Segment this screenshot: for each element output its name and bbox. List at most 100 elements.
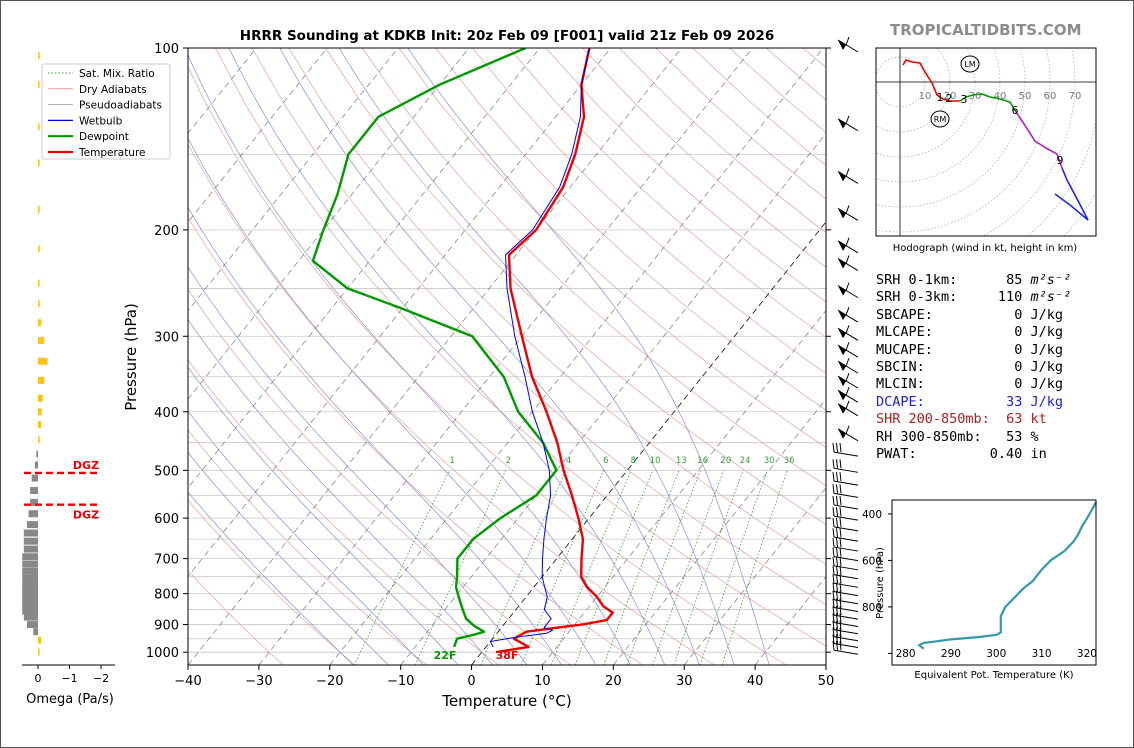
hodograph-height-label: 9 [1057, 154, 1064, 167]
barb-flag [845, 425, 850, 434]
mixing-ratio-label: 20 [720, 456, 731, 466]
wind-barb [837, 387, 859, 403]
barb-staff [837, 39, 859, 53]
omega-bar [38, 205, 40, 213]
barb-staff [833, 515, 859, 521]
omega-bar [38, 394, 43, 402]
barb-flag [845, 237, 850, 247]
isotherm [542, 309, 826, 665]
hodograph-trace [1015, 111, 1063, 169]
omega-bar [26, 621, 38, 629]
barb-flag [836, 590, 838, 600]
wind-barb [832, 547, 859, 562]
parameter-row: RH 300-850mb: 53 % [876, 429, 1071, 446]
theta-e-x-tick-label: 290 [941, 648, 961, 660]
dry-adiabat [188, 216, 643, 665]
y-tick-label: 900 [154, 619, 179, 634]
parameter-unit: J/kg [1030, 324, 1063, 341]
isotherm [329, 48, 824, 665]
parameter-value: 0 [1014, 306, 1023, 323]
wind-barb [832, 634, 859, 649]
x-tick-label: 40 [747, 674, 764, 689]
omega-bar [22, 574, 38, 582]
barb-flag [832, 495, 835, 506]
wind-barb [837, 325, 859, 341]
barb-flag [832, 582, 835, 592]
omega-bar [38, 648, 40, 656]
pseudoadiabat [279, 48, 700, 665]
omega-panel: DGZ DGZ 0 −1 −2 Omega (Pa/s) [22, 52, 115, 707]
barb-flag [845, 325, 850, 334]
parameter-value: 63 [1006, 411, 1023, 428]
barb-flag [839, 620, 842, 630]
parameter-value: 0.40 [989, 445, 1023, 462]
barb-staff [837, 240, 859, 254]
omega-bar [38, 319, 42, 327]
barb-flag [832, 627, 835, 637]
theta-e-y-tick-label: 800 [862, 602, 882, 614]
wind-barb [837, 237, 859, 254]
mixing-ratio-line [550, 470, 632, 665]
mixing-ratio-line [603, 470, 680, 665]
parameter-unit: kt [1030, 411, 1047, 428]
series-dewpoint-line [311, 48, 558, 648]
barb-staff [833, 582, 859, 588]
omega-x-tick-label: −2 [93, 672, 109, 685]
x-tick-label: −30 [245, 674, 272, 689]
omega-bar [22, 601, 38, 609]
barb-flag [839, 556, 842, 566]
barb-flag [836, 606, 838, 616]
dry-adiabat [215, 48, 826, 647]
dry-adiabat [361, 48, 826, 487]
theta-e-line [917, 501, 1097, 650]
hodograph-ring-label: 20 [944, 91, 957, 102]
legend-box [41, 63, 171, 160]
barb-flag [839, 443, 842, 453]
wind-barb [837, 282, 859, 299]
wind-barb [832, 472, 859, 486]
hodograph-height-label: 2 [946, 92, 953, 105]
hodograph-ring-label: 50 [1019, 91, 1032, 102]
barb-flag [839, 598, 842, 608]
barb-flag [839, 547, 842, 557]
y-tick-label: 500 [154, 464, 179, 479]
barb-staff [837, 389, 859, 403]
surface-dewpoint-label: 22F [434, 649, 457, 662]
mixing-ratio-label: 1 [449, 456, 454, 466]
y-tick-label: 800 [154, 588, 179, 603]
barb-staff [837, 375, 859, 389]
barb-flag [836, 565, 838, 575]
barb-flag [845, 282, 850, 291]
parameter-label: SHR 200-850mb: [876, 411, 990, 428]
parameter-unit: m²s⁻² [1030, 272, 1072, 288]
barb-staff [837, 285, 859, 299]
barb-pennant [838, 285, 846, 296]
wind-barb [832, 574, 859, 588]
wind-barb [832, 620, 859, 635]
barb-flag [836, 634, 838, 644]
barb-flag [839, 472, 842, 482]
barb-flag [836, 538, 838, 548]
y-tick-label: 700 [154, 553, 179, 568]
barb-staff [833, 492, 859, 498]
omega-bar [22, 553, 38, 561]
barb-staff [833, 629, 859, 635]
barb-staff [833, 480, 859, 486]
parameter-label: PWAT: [876, 445, 917, 462]
skewt-axes-frame [187, 47, 827, 666]
x-tick-label: 20 [605, 674, 622, 689]
theta-e-frame [891, 499, 1097, 666]
barb-pennant [838, 376, 846, 387]
barb-flag [832, 484, 835, 494]
x-tick-label: −20 [316, 674, 343, 689]
storm-motion-marker [930, 110, 950, 128]
barb-flag [836, 598, 838, 608]
barb-staff [833, 607, 859, 613]
mixing-ratio-label: 10 [650, 456, 661, 466]
legend-label: Temperature [78, 147, 146, 159]
barb-flag [832, 528, 835, 538]
wind-barb [832, 565, 859, 580]
y-tick-label: 100 [154, 42, 179, 57]
isotherm [188, 48, 682, 665]
